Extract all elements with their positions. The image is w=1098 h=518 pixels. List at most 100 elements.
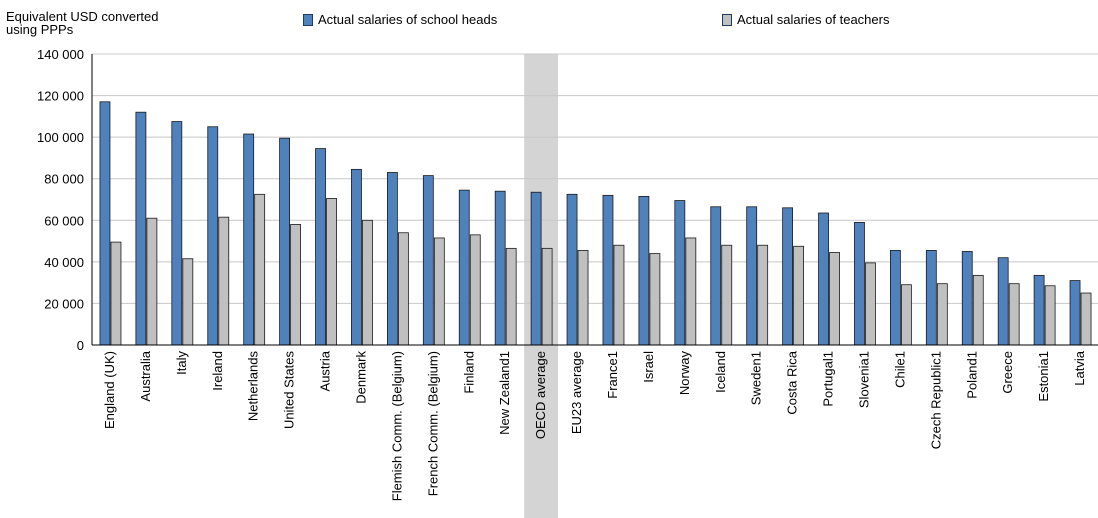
bar-school-heads (279, 137, 291, 346)
x-tick-label: OECD average (533, 351, 548, 439)
y-tick-label: 140 000 (37, 47, 84, 62)
bar-teachers (685, 237, 697, 346)
x-tick-label: Poland1 (964, 351, 979, 399)
bar-teachers (613, 244, 625, 346)
bar-teachers (900, 284, 912, 346)
bar-teachers (649, 253, 661, 346)
x-tick-label: Latvia (1072, 350, 1087, 385)
x-tick-label: Ireland (210, 351, 225, 391)
y-tick-label: 20 000 (44, 296, 84, 311)
bar-school-heads (710, 206, 722, 346)
bar-teachers (182, 258, 194, 346)
x-tick-label: Chile1 (892, 351, 907, 388)
y-tick-label: 80 000 (44, 172, 84, 187)
bar-school-heads (854, 221, 865, 346)
bar-teachers (577, 250, 589, 346)
x-tick-label: Austria (318, 350, 333, 391)
bar-school-heads (243, 133, 255, 346)
bar-teachers (936, 283, 948, 346)
legend-swatch-school-heads (303, 13, 313, 26)
x-tick-label: Australia (138, 350, 153, 401)
bar-school-heads (674, 200, 686, 346)
bar-school-heads (207, 126, 219, 346)
bar-school-heads (746, 206, 758, 346)
x-tick-label: United States (282, 351, 297, 430)
bar-teachers (865, 262, 876, 346)
x-tick-label: Sweden1 (749, 351, 764, 405)
bar-teachers (757, 244, 769, 346)
x-tick-label: Netherlands (246, 351, 261, 422)
bar-school-heads (925, 250, 937, 346)
bar-school-heads (351, 168, 362, 346)
bar-school-heads (386, 172, 398, 346)
bar-teachers (541, 247, 553, 346)
x-tick-label: England (UK) (102, 351, 117, 429)
legend-item-teachers: Actual salaries of teachers (722, 12, 889, 27)
bar-teachers (469, 234, 481, 346)
x-tick-label: French Comm. (Belgium) (425, 351, 440, 496)
bar-school-heads (135, 111, 147, 346)
bar-school-heads (782, 207, 794, 346)
bar-school-heads (315, 148, 326, 346)
x-tick-label: Israel (641, 351, 656, 383)
bar-school-heads (602, 194, 614, 346)
bar-teachers (326, 198, 337, 346)
bar-school-heads (818, 212, 829, 346)
bar-teachers (972, 274, 984, 346)
x-tick-label: Italy (174, 351, 189, 375)
y-tick-label: 40 000 (44, 255, 84, 270)
x-tick-label: France1 (605, 351, 620, 399)
bar-school-heads (171, 121, 183, 346)
x-tick-label: Costa Rica (785, 350, 800, 414)
x-tick-label: Greece (1000, 351, 1015, 394)
bar-school-heads (997, 257, 1009, 346)
bar-teachers (505, 247, 517, 346)
bar-teachers (1008, 283, 1020, 346)
bar-teachers (110, 241, 122, 346)
x-tick-label: New Zealand1 (497, 351, 512, 435)
bar-teachers (254, 193, 266, 346)
bar-school-heads (566, 193, 578, 346)
x-tick-label: Flemish Comm. (Belgium) (389, 351, 404, 501)
bar-teachers (793, 245, 805, 346)
x-tick-label: Iceland (713, 351, 728, 393)
bar-teachers (397, 232, 409, 346)
y-axis-label-line-1: Equivalent USD converted (6, 9, 159, 24)
bar-school-heads (530, 191, 542, 346)
bar-teachers (362, 219, 373, 346)
bar-teachers (721, 244, 733, 346)
bar-teachers (433, 237, 445, 346)
x-tick-label: Czech Republic1 (928, 351, 943, 449)
bar-teachers (829, 252, 840, 346)
x-tick-label: Denmark (353, 351, 368, 404)
x-tick-label: Slovenia1 (856, 351, 871, 408)
x-tick-label: Norway (677, 351, 692, 396)
bar-school-heads (889, 250, 901, 346)
y-axis-label-line-2: using PPPs (6, 22, 74, 37)
x-tick-label: Finland (461, 351, 476, 394)
bar-school-heads (1033, 274, 1045, 346)
bar-school-heads (422, 175, 434, 346)
x-tick-label: Estonia1 (1036, 351, 1051, 402)
bar-school-heads (638, 195, 650, 346)
y-tick-label: 0 (77, 338, 84, 353)
bar-school-heads (458, 189, 470, 346)
bar-teachers (146, 217, 158, 346)
x-tick-label: EU23 average (569, 351, 584, 434)
y-tick-label: 100 000 (37, 130, 84, 145)
bar-school-heads (961, 251, 973, 346)
legend-swatch-teachers (722, 13, 732, 26)
bar-school-heads (1069, 280, 1081, 346)
bar-school-heads (99, 101, 111, 346)
bar-school-heads (494, 190, 506, 346)
bar-teachers (1080, 292, 1092, 346)
y-tick-label: 120 000 (37, 89, 84, 104)
legend-label-school-heads: Actual salaries of school heads (318, 12, 498, 27)
bar-teachers (218, 216, 230, 346)
bar-teachers (1044, 285, 1056, 346)
bar-teachers (290, 224, 302, 346)
x-tick-label: Portugal1 (821, 351, 836, 407)
legend-label-teachers: Actual salaries of teachers (737, 12, 890, 27)
y-tick-label: 60 000 (44, 213, 84, 228)
